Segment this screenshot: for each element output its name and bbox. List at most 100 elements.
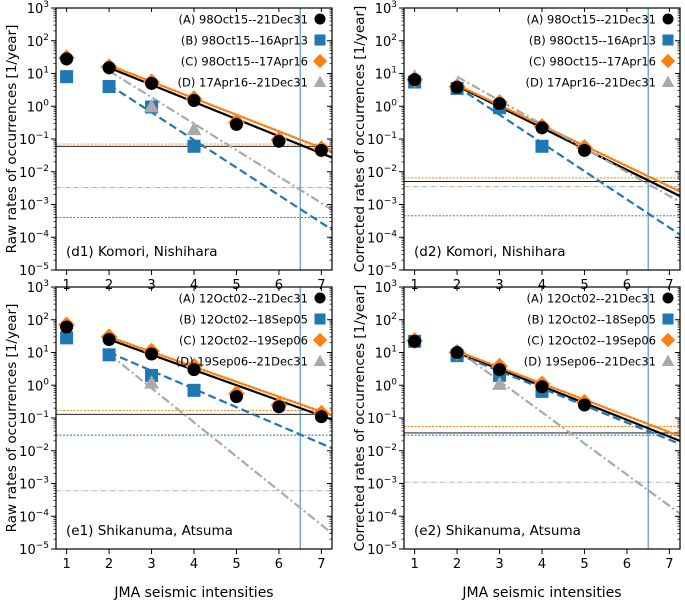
x-tick-label: 1 [62, 557, 70, 572]
point-A-2 [102, 332, 116, 346]
x-tick-label: 6 [623, 278, 631, 293]
y-tick-label: 10−4 [19, 229, 49, 246]
y-tick-label: 103 [27, 279, 49, 296]
y-tick-label: 100 [27, 377, 50, 394]
y-axis-label: Corrected rates of occurrences [1/year] [352, 6, 368, 272]
plot-area [404, 8, 680, 270]
legend-label-A: (A) 98Oct15--21Dec31 [527, 13, 656, 27]
y-tick-label: 10−1 [367, 131, 397, 148]
legend-marker-B [662, 34, 674, 46]
x-tick-label: 5 [232, 278, 240, 293]
point-A-2 [450, 346, 464, 359]
x-tick-label: 1 [62, 278, 70, 293]
y-tick-label: 101 [375, 66, 397, 83]
legend-label-D: (D) 17Apr16--21Dec31 [526, 76, 656, 90]
fit-line-D [108, 353, 332, 535]
legend-label-A: (A) 98Oct15--21Dec31 [179, 13, 308, 27]
y-tick-label: 10−5 [19, 262, 49, 279]
x-tick-label: 6 [623, 557, 631, 572]
y-tick-label: 10−2 [367, 164, 397, 181]
legend: (A) 12Oct02--21Dec31 (B) 12Oct02--18Sep05… [524, 292, 676, 369]
legend-marker-C [312, 53, 328, 69]
point-A-1 [408, 73, 422, 87]
panel-e1: 1 2 3 4 5 6 7 10−5 10−4 10−3 10−2 10−1 100 101 102 103 R… [4, 279, 333, 572]
x-tick-label: 2 [105, 557, 113, 572]
y-tick-label: 10−1 [19, 131, 49, 148]
y-tick-label: 10−2 [19, 164, 49, 181]
x-tick-label: 1 [410, 557, 418, 572]
point-B-2 [102, 80, 116, 94]
legend-marker-A [314, 13, 326, 25]
panel-title: (e1) Shikanuma, Atsuma [66, 523, 233, 539]
y-tick-label: 102 [27, 312, 49, 329]
panel-title: (e2) Shikanuma, Atsuma [414, 523, 581, 539]
legend-label-D: (D) 19Sep06--21Dec31 [176, 355, 308, 369]
point-D-1 [492, 376, 508, 390]
legend-marker-C [312, 332, 328, 348]
fit-line-B [108, 351, 332, 450]
point-A-7 [314, 143, 328, 157]
x-tick-label: 7 [317, 557, 325, 572]
x-tick-label: 4 [538, 557, 546, 572]
point-A-4 [187, 363, 201, 377]
x-tick-label: 2 [105, 278, 113, 293]
y-tick-label: 100 [27, 98, 50, 115]
legend-label-C: (C) 12Oct02--19Sep06 [179, 334, 308, 348]
x-tick-label: 4 [190, 278, 198, 293]
legend-marker-C [660, 332, 676, 348]
legend-marker-C [660, 53, 676, 69]
legend-label-D: (D) 17Apr16--21Dec31 [178, 76, 308, 90]
plot-area [404, 287, 680, 549]
legend-marker-D [313, 354, 327, 367]
legend-marker-D [661, 354, 675, 367]
panels: 1 2 3 4 5 6 7 10−5 10−4 10−3 10−2 10−1 100 101 102 103 R… [4, 0, 681, 600]
point-A-3 [145, 76, 159, 90]
legend: (A) 12Oct02--21Dec31 (B) 12Oct02--18Sep05… [176, 292, 328, 369]
point-A-1 [408, 334, 422, 348]
x-tick-label: 6 [275, 278, 283, 293]
legend: (A) 98Oct15--21Dec31 (B) 98Oct15--16Apr13… [178, 13, 328, 90]
point-D-1 [144, 375, 160, 389]
y-tick-label: 103 [375, 279, 397, 296]
x-tick-label: 2 [453, 278, 461, 293]
panel-e2: 1 2 3 4 5 6 7 10−5 10−4 10−3 10−2 10−1 100 101 102 103 C… [352, 279, 681, 572]
x-tick-label: 3 [147, 557, 155, 572]
plot-area [56, 8, 332, 270]
point-A-5 [577, 143, 591, 157]
x-tick-label: 5 [580, 557, 588, 572]
legend-label-D: (D) 19Sep06--21Dec31 [524, 355, 656, 369]
fit-line-D [456, 75, 680, 203]
legend-marker-D [313, 75, 327, 88]
legend-marker-B [314, 34, 326, 46]
point-A-1 [60, 320, 74, 334]
point-A-3 [493, 97, 507, 111]
point-B-1 [60, 331, 74, 345]
y-tick-label: 10−4 [367, 229, 397, 246]
point-A-7 [314, 410, 328, 424]
x-tick-label: 3 [495, 278, 503, 293]
point-A-5 [229, 390, 243, 404]
legend-label-B: (B) 98Oct15--16Apr13 [529, 34, 656, 48]
fit-line-B [108, 83, 332, 231]
point-A-4 [187, 93, 201, 107]
point-A-3 [493, 363, 507, 377]
y-tick-label: 100 [375, 377, 398, 394]
y-tick-label: 10−3 [19, 476, 49, 493]
point-A-4 [535, 121, 549, 135]
point-A-5 [229, 117, 243, 131]
point-B-4 [535, 139, 549, 153]
legend: (A) 98Oct15--21Dec31 (B) 98Oct15--16Apr13… [526, 13, 676, 90]
point-A-1 [60, 52, 74, 66]
x-tick-label: 2 [453, 557, 461, 572]
y-tick-label: 10−5 [19, 541, 49, 558]
legend-marker-B [314, 313, 326, 325]
y-tick-label: 101 [27, 66, 49, 83]
point-D-1 [144, 98, 160, 113]
point-B-4 [187, 139, 201, 153]
y-tick-label: 10−4 [19, 508, 49, 525]
legend-label-B: (B) 12Oct02--18Sep05 [527, 313, 656, 327]
y-tick-label: 10−3 [367, 476, 397, 493]
point-A-2 [450, 80, 464, 94]
legend-marker-D [661, 75, 675, 88]
plot-area [56, 287, 332, 549]
